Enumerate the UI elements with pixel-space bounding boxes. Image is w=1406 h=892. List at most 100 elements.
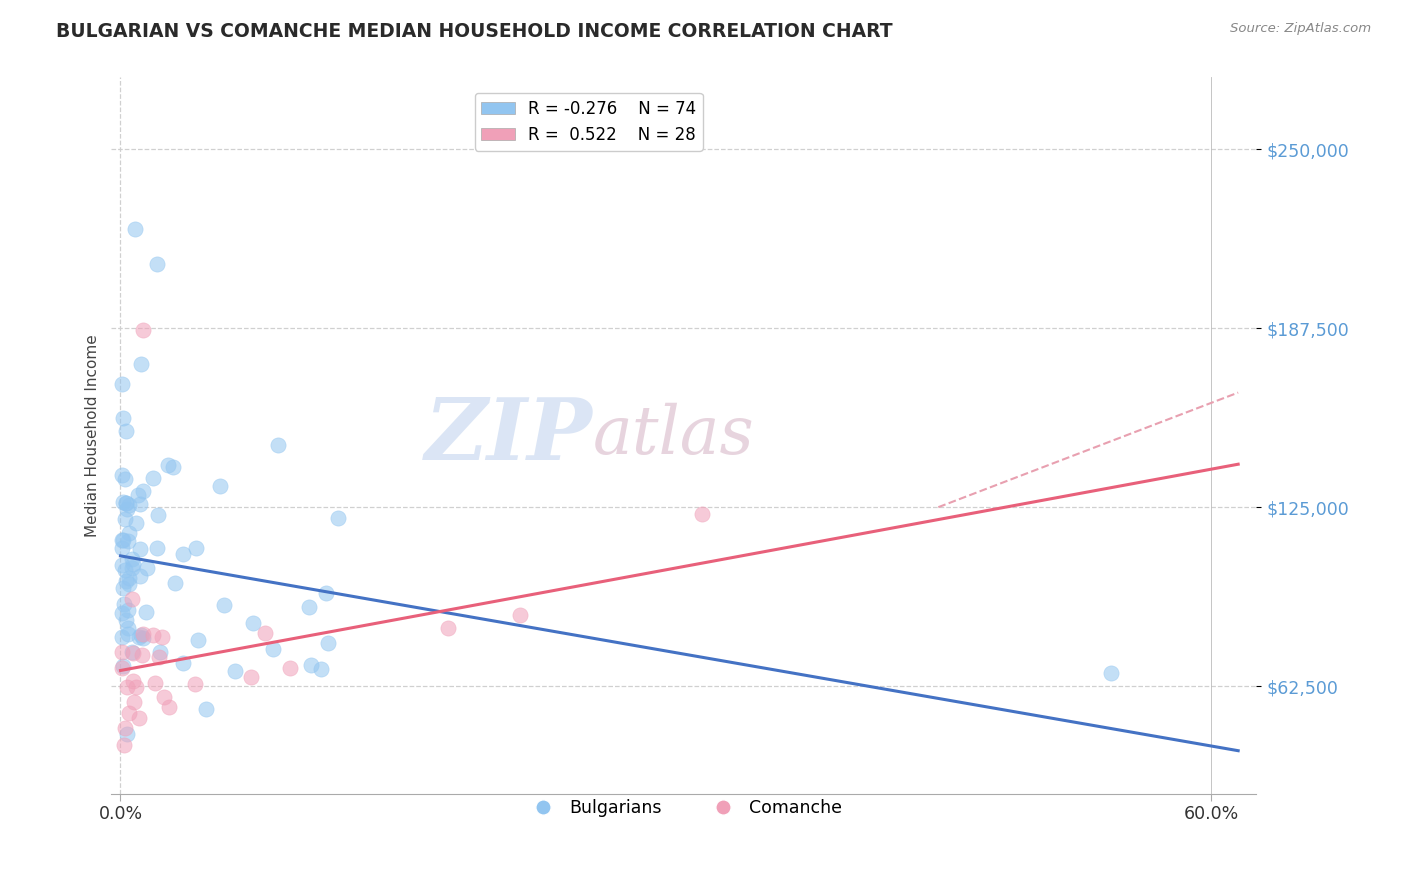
Point [309, 662, 332, 676]
Point [162, 460, 184, 475]
Point [112, 738, 135, 752]
Point [111, 558, 134, 573]
Point [115, 614, 138, 628]
Point [124, 222, 146, 236]
Point [111, 661, 134, 675]
Point [118, 525, 141, 540]
Point [214, 598, 236, 612]
Point [111, 606, 134, 620]
Point [127, 487, 149, 501]
Point [117, 534, 139, 549]
Point [240, 670, 263, 684]
Text: BULGARIAN VS COMANCHE MEDIAN HOUSEHOLD INCOME CORRELATION CHART: BULGARIAN VS COMANCHE MEDIAN HOUSEHOLD I… [56, 22, 893, 41]
Point [118, 706, 141, 721]
Point [278, 661, 301, 675]
Point [143, 676, 166, 690]
Point [121, 551, 143, 566]
Point [128, 630, 150, 644]
Point [111, 541, 134, 556]
Point [114, 597, 136, 611]
Point [129, 569, 152, 583]
Point [315, 585, 337, 599]
Point [129, 357, 152, 371]
Point [115, 501, 138, 516]
Point [128, 710, 150, 724]
Point [172, 547, 194, 561]
Text: ZIP: ZIP [425, 393, 592, 477]
Point [111, 533, 134, 547]
Point [114, 512, 136, 526]
Point [253, 625, 276, 640]
Point [111, 581, 134, 595]
Point [112, 411, 135, 425]
Point [121, 646, 143, 660]
Point [114, 424, 136, 438]
Point [436, 621, 458, 635]
Point [121, 645, 143, 659]
Point [157, 700, 180, 714]
Point [117, 627, 139, 641]
Point [129, 497, 152, 511]
Point [132, 483, 155, 498]
Point [132, 631, 155, 645]
Point [209, 479, 232, 493]
Point [148, 650, 170, 665]
Point [122, 674, 145, 689]
Y-axis label: Median Household Income: Median Household Income [86, 334, 100, 537]
Point [132, 322, 155, 336]
Point [115, 726, 138, 740]
Point [135, 605, 157, 619]
Point [111, 533, 134, 547]
Point [114, 472, 136, 486]
Point [299, 657, 322, 672]
Point [146, 257, 169, 271]
Point [114, 496, 136, 510]
Point [132, 627, 155, 641]
Legend: Bulgarians, Comanche: Bulgarians, Comanche [519, 792, 849, 824]
Point [328, 511, 350, 525]
Point [242, 616, 264, 631]
Point [131, 648, 153, 663]
Point [111, 645, 134, 659]
Point [224, 664, 246, 678]
Point [146, 508, 169, 523]
Point [509, 607, 531, 622]
Point [267, 438, 290, 452]
Point [114, 721, 136, 735]
Point [111, 630, 134, 644]
Point [118, 498, 141, 512]
Point [115, 496, 138, 510]
Point [157, 458, 180, 473]
Point [149, 645, 172, 659]
Point [118, 571, 141, 585]
Point [112, 494, 135, 508]
Point [172, 656, 194, 670]
Point [316, 636, 339, 650]
Point [117, 621, 139, 635]
Point [184, 677, 207, 691]
Point [153, 690, 176, 705]
Point [117, 603, 139, 617]
Point [690, 508, 713, 522]
Point [142, 471, 165, 485]
Point [129, 628, 152, 642]
Point [195, 702, 218, 716]
Point [115, 681, 138, 695]
Point [165, 576, 187, 591]
Point [298, 599, 321, 614]
Point [121, 591, 143, 606]
Point [118, 576, 141, 591]
Point [114, 563, 136, 577]
Point [121, 561, 143, 575]
Point [135, 561, 157, 575]
Text: atlas: atlas [592, 403, 754, 468]
Text: Source: ZipAtlas.com: Source: ZipAtlas.com [1230, 22, 1371, 36]
Point [115, 574, 138, 589]
Point [186, 541, 208, 556]
Point [124, 516, 146, 530]
Point [187, 632, 209, 647]
Point [122, 557, 145, 571]
Point [111, 467, 134, 482]
Point [145, 541, 167, 555]
Point [125, 680, 148, 694]
